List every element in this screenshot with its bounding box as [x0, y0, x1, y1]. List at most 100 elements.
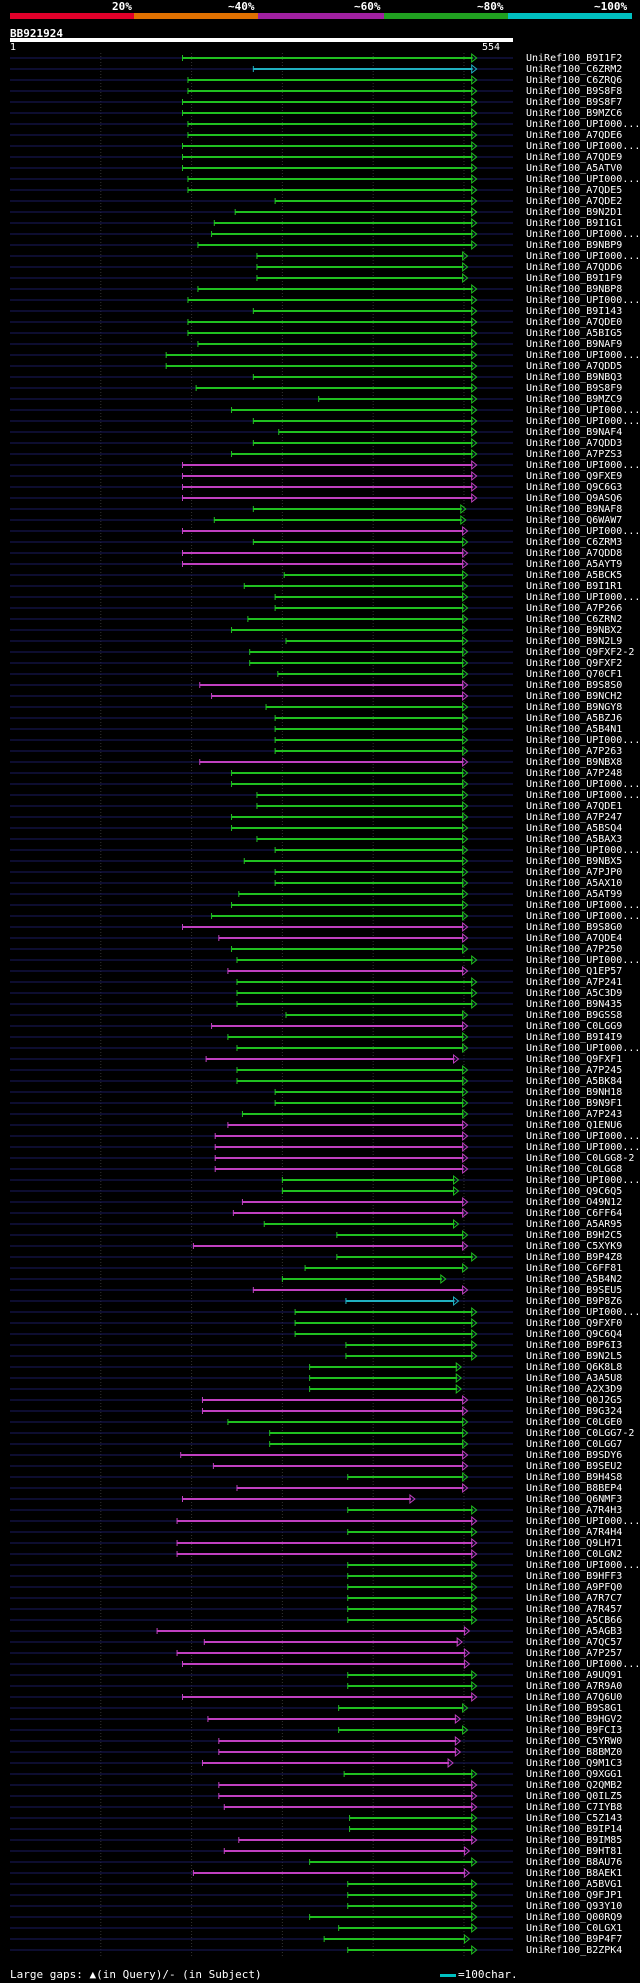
- hit-label: UniRef100_B9MZC6: [526, 108, 622, 119]
- hit-row: UniRef100_B9SDY6: [10, 1449, 622, 1461]
- query-start: 1: [10, 42, 17, 53]
- hit-arrow: [471, 1581, 478, 1593]
- hit-row: UniRef100_B9S8F9: [10, 382, 622, 394]
- hit-arrow: [471, 492, 478, 504]
- hit-arrow: [462, 723, 469, 735]
- hit-label: UniRef100_C6FF81: [526, 1263, 622, 1274]
- hit-label: UniRef100_Q9LH71: [526, 1538, 622, 1549]
- hit-row: UniRef100_C6ZRQ6: [10, 74, 622, 86]
- hit-label: UniRef100_B9NH18: [526, 1087, 622, 1098]
- hit-arrow: [462, 1262, 469, 1274]
- hit-arrow: [471, 976, 478, 988]
- hit-row: UniRef100_A9PFQ0: [10, 1581, 622, 1593]
- hit-row: UniRef100_C6ZRM2: [10, 63, 622, 75]
- hit-row: UniRef100_A7P241: [10, 976, 622, 988]
- hit-row: UniRef100_A7PZS3: [10, 448, 622, 460]
- hit-label: UniRef100_C7IYB8: [526, 1802, 622, 1813]
- hit-label: UniRef100_B8BMZ0: [526, 1747, 622, 1758]
- hit-arrow: [463, 1647, 471, 1659]
- hit-label: UniRef100_UPI000...: [526, 174, 640, 185]
- hit-row: UniRef100_A3A5U8: [10, 1372, 622, 1384]
- hit-row: UniRef100_C0LGX1: [10, 1922, 622, 1934]
- hit-arrow: [460, 503, 467, 515]
- hit-arrow: [462, 657, 469, 669]
- hit-label: UniRef100_A7QDE2: [526, 196, 622, 207]
- hit-arrow: [453, 1174, 460, 1186]
- hit-label: UniRef100_A7P266: [526, 603, 622, 614]
- hit-arrow: [471, 52, 478, 64]
- hit-arrow: [471, 1570, 478, 1582]
- hit-label: UniRef100_B9S8F7: [526, 97, 622, 108]
- hit-label: UniRef100_A7P243: [526, 1109, 622, 1120]
- hit-arrow: [462, 844, 469, 856]
- hit-label: UniRef100_UPI000...: [526, 405, 640, 416]
- hit-row: UniRef100_C0LGG7-2: [10, 1427, 634, 1439]
- hit-label: UniRef100_Q9C6Q5: [526, 1186, 622, 1197]
- hit-row: UniRef100_UPI000...: [10, 789, 640, 801]
- hit-row: UniRef100_B9HFF3: [10, 1570, 622, 1582]
- hit-row: UniRef100_B9S8F7: [10, 96, 622, 108]
- hit-row: UniRef100_B9S8G0: [10, 921, 622, 933]
- hit-label: UniRef100_C0LGG7: [526, 1439, 622, 1450]
- hit-arrow: [462, 1141, 469, 1153]
- hit-row: UniRef100_A7R457: [10, 1603, 622, 1615]
- hit-row: UniRef100_B9N2L9: [10, 635, 622, 647]
- footer-scale-bar: [440, 1974, 456, 1977]
- hit-label: UniRef100_A2X3D9: [526, 1384, 622, 1395]
- hit-arrow: [471, 173, 478, 185]
- hit-arrow: [462, 261, 469, 273]
- hit-row: UniRef100_A5BZJ6: [10, 712, 622, 724]
- hit-arrow: [471, 1537, 478, 1549]
- hit-label: UniRef100_B9I4I9: [526, 1032, 622, 1043]
- hit-arrow: [471, 349, 478, 361]
- hit-row: UniRef100_B9HT81: [10, 1845, 622, 1857]
- hit-row: UniRef100_A5AX10: [10, 877, 622, 889]
- hit-label: UniRef100_A3A5U8: [526, 1373, 622, 1384]
- hit-arrow: [462, 899, 469, 911]
- hit-arrow: [471, 228, 478, 240]
- hit-label: UniRef100_C6FF64: [526, 1208, 622, 1219]
- hit-label: UniRef100_B9IP14: [526, 1824, 622, 1835]
- hit-row: UniRef100_B9FCI3: [10, 1724, 622, 1736]
- hit-arrow: [471, 1911, 478, 1923]
- hit-label: UniRef100_B9N435: [526, 999, 622, 1010]
- hit-row: UniRef100_Q00RQ9: [10, 1911, 622, 1923]
- hit-label: UniRef100_A7QDE5: [526, 185, 622, 196]
- hit-label: UniRef100_UPI000...: [526, 119, 640, 130]
- hit-row: UniRef100_B9NCH2: [10, 690, 622, 702]
- hit-row: UniRef100_A7P263: [10, 745, 622, 757]
- hit-row: UniRef100_A7QDD3: [10, 437, 622, 449]
- hit-arrow: [471, 1922, 478, 1934]
- hit-arrow: [471, 63, 478, 75]
- hit-arrow: [471, 1669, 478, 1681]
- hit-row: UniRef100_A5AYT9: [10, 558, 622, 570]
- hit-row: UniRef100_UPI000...: [10, 459, 640, 471]
- hit-label: UniRef100_B9MZC9: [526, 394, 622, 405]
- hit-arrow: [454, 1746, 462, 1758]
- hit-row: UniRef100_Q1ENU6: [10, 1119, 622, 1131]
- hit-arrow: [462, 1207, 469, 1219]
- hit-label: UniRef100_A5AR95: [526, 1219, 622, 1230]
- hit-row: UniRef100_A5C3D9: [10, 987, 622, 999]
- hit-row: UniRef100_B9NAF8: [10, 503, 622, 515]
- hit-row: UniRef100_A7QDD6: [10, 261, 622, 273]
- hit-row: UniRef100_B9GSS8: [10, 1009, 622, 1021]
- hit-arrow: [455, 1361, 463, 1373]
- hit-arrow: [462, 789, 469, 801]
- hit-label: UniRef100_B9I143: [526, 306, 622, 317]
- hit-label: UniRef100_B9H2C5: [526, 1230, 622, 1241]
- hit-label: UniRef100_B9P8Z6: [526, 1296, 622, 1307]
- hit-arrow: [462, 800, 469, 812]
- hit-arrow: [471, 1889, 478, 1901]
- hit-label: UniRef100_Q9FXF0: [526, 1318, 622, 1329]
- hit-label: UniRef100_B9SEU2: [526, 1461, 622, 1472]
- hit-row: UniRef100_B9MZC6: [10, 107, 622, 119]
- hit-label: UniRef100_A5BK84: [526, 1076, 622, 1087]
- hit-row: UniRef100_A5CB66: [10, 1614, 622, 1626]
- hit-arrow: [471, 415, 478, 427]
- hit-arrow: [462, 1152, 469, 1164]
- hit-row: UniRef100_C0LGG7: [10, 1438, 622, 1450]
- hit-arrow: [462, 1130, 469, 1142]
- hit-label: UniRef100_B9P4F7: [526, 1934, 622, 1945]
- hit-row: UniRef100_A2X3D9: [10, 1383, 622, 1395]
